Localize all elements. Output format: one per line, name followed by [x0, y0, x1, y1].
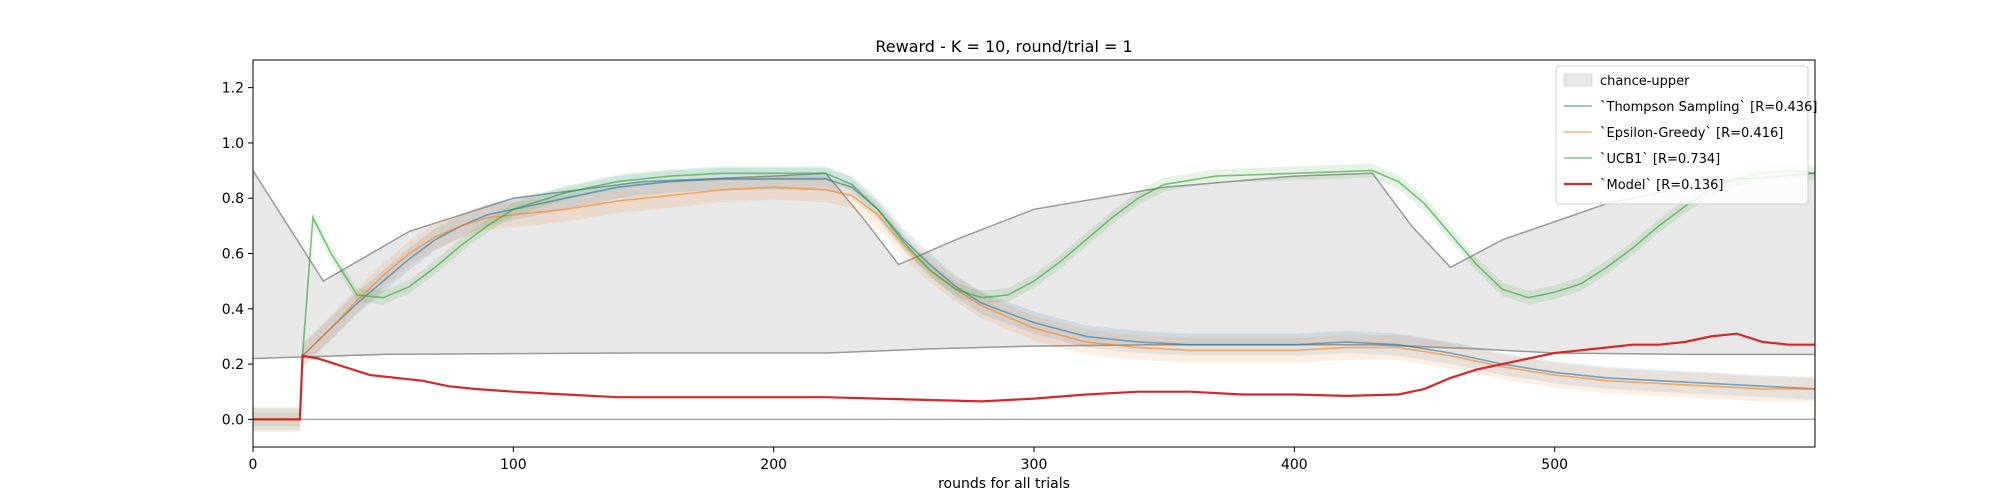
series-line: [253, 169, 1815, 421]
series-line: [253, 186, 1815, 421]
chance-band-area: [253, 170, 1815, 359]
y-tick-label: 0.6: [222, 247, 244, 263]
chance-upper-line: [253, 170, 1815, 283]
legend-label: `Model` [R=0.136]: [1600, 178, 1723, 193]
series-line: [253, 332, 1815, 421]
y-tick-label: 1.2: [222, 81, 244, 97]
legend-swatch: [1563, 73, 1593, 87]
legend: chance-upper `Thompson Sampling` [R=0.436…: [1555, 65, 1817, 205]
plot-area: [253, 163, 1815, 432]
legend-label: `Thompson Sampling` [R=0.436]: [1600, 100, 1817, 115]
x-tick-label: 300: [1021, 457, 1048, 473]
series-confidence-band: [253, 163, 1815, 427]
chart-title: Reward - K = 10, round/trial = 1: [875, 37, 1132, 56]
y-tick-label: 1.0: [222, 136, 244, 152]
legend-label: `UCB1` [R=0.734]: [1600, 152, 1720, 167]
legend-label: chance-upper: [1600, 74, 1690, 89]
axis-ticks: 0 100 200 300 400 500 0.0 0.2 0.4 0.6 0.8 1.0 1.2: [222, 81, 1568, 473]
y-tick-label: 0.0: [222, 412, 244, 428]
x-tick-label: 400: [1281, 457, 1308, 473]
legend-label: `Epsilon-Greedy` [R=0.416]: [1600, 126, 1783, 141]
x-tick-label: 200: [760, 457, 787, 473]
x-tick-label: 500: [1541, 457, 1568, 473]
y-tick-label: 0.4: [222, 302, 244, 318]
series-line: [253, 178, 1815, 421]
legend-box: [1555, 65, 1809, 205]
y-tick-label: 0.8: [222, 191, 244, 207]
x-tick-label: 0: [249, 457, 258, 473]
x-tick-label: 100: [500, 457, 527, 473]
x-axis-title: rounds for all trials: [938, 476, 1070, 492]
y-tick-label: 0.2: [222, 357, 244, 373]
